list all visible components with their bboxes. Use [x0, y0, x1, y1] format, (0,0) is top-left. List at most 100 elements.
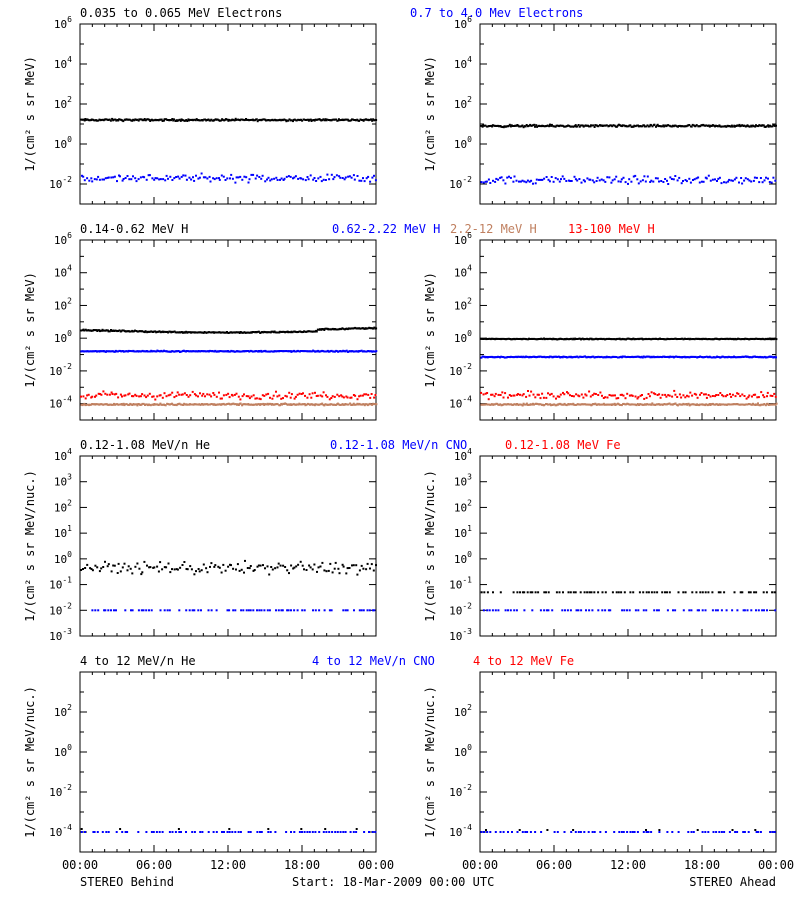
data-point [278, 118, 281, 121]
data-point [756, 396, 759, 399]
data-point [707, 356, 710, 359]
data-point [631, 125, 634, 128]
data-point [159, 394, 162, 397]
data-point [588, 591, 591, 594]
data-point [548, 125, 551, 128]
data-point [282, 179, 285, 181]
data-point [222, 402, 225, 405]
data-point [80, 569, 83, 571]
data-point [699, 393, 701, 396]
data-point [769, 394, 772, 397]
data-point [642, 831, 645, 833]
data-point [680, 125, 683, 128]
data-point [296, 393, 299, 396]
data-point [325, 570, 328, 573]
data-point [771, 395, 774, 397]
data-point [604, 338, 606, 341]
data-point [484, 180, 487, 183]
data-point [543, 125, 546, 128]
data-point [206, 393, 209, 396]
data-point [83, 179, 86, 182]
data-point [682, 125, 685, 128]
data-point [645, 609, 648, 612]
data-point [765, 125, 768, 128]
data-point [170, 350, 172, 353]
data-point [509, 609, 512, 612]
legend-label-2-0: 0.12-1.08 MeV/n He [80, 438, 210, 452]
data-point [642, 609, 645, 612]
data-point [93, 350, 96, 353]
data-point [83, 329, 86, 332]
data-point [145, 350, 148, 352]
data-point [268, 609, 271, 612]
data-point [629, 403, 632, 406]
data-point [690, 403, 693, 406]
data-point [347, 119, 350, 122]
data-point [486, 392, 489, 394]
data-point [773, 403, 776, 406]
data-point [482, 355, 485, 358]
data-point [243, 403, 246, 406]
data-point [84, 350, 87, 353]
data-point [117, 330, 120, 332]
data-point [84, 397, 87, 400]
data-point [241, 403, 244, 406]
data-point [223, 831, 225, 833]
data-point [613, 124, 616, 127]
data-point [654, 356, 657, 358]
data-point [358, 569, 361, 572]
data-point [548, 355, 551, 358]
data-point [298, 831, 301, 833]
data-point [81, 118, 84, 121]
data-point [259, 831, 261, 833]
y-tick-label: 102 [54, 498, 72, 514]
data-point [283, 118, 286, 121]
data-point [271, 403, 274, 405]
data-point [312, 178, 315, 181]
data-point [270, 566, 273, 568]
y-tick-label: 10-2 [49, 601, 72, 617]
data-point [653, 123, 656, 126]
data-point [123, 350, 126, 353]
data-point [672, 403, 675, 406]
data-point [529, 831, 532, 833]
data-point [231, 177, 234, 180]
data-point [698, 125, 701, 128]
data-point [588, 403, 591, 406]
data-point [497, 609, 500, 612]
data-point [344, 118, 347, 121]
data-point [731, 609, 734, 612]
data-point [558, 337, 561, 340]
data-point [739, 356, 741, 359]
data-point [539, 125, 542, 128]
data-point [561, 175, 564, 178]
data-point [90, 350, 92, 353]
data-point [569, 180, 572, 182]
data-point [599, 403, 602, 406]
data-point [705, 396, 708, 399]
data-point [222, 175, 225, 178]
data-point [367, 393, 370, 396]
data-point [239, 175, 242, 178]
data-point [736, 831, 739, 833]
data-point [119, 403, 122, 406]
data-point [613, 831, 616, 833]
data-point [358, 609, 361, 612]
data-point [287, 119, 290, 122]
data-point [161, 120, 164, 122]
data-point [543, 591, 546, 594]
data-point [771, 591, 774, 594]
data-point [173, 177, 176, 180]
data-point [274, 567, 277, 570]
data-point [241, 395, 244, 398]
data-point [319, 394, 322, 397]
data-point [347, 327, 350, 330]
data-point [319, 565, 322, 568]
data-point [647, 591, 650, 594]
data-point [278, 394, 281, 397]
data-point [191, 331, 194, 334]
data-point [98, 178, 101, 181]
data-point [538, 124, 541, 127]
data-point [300, 828, 303, 830]
